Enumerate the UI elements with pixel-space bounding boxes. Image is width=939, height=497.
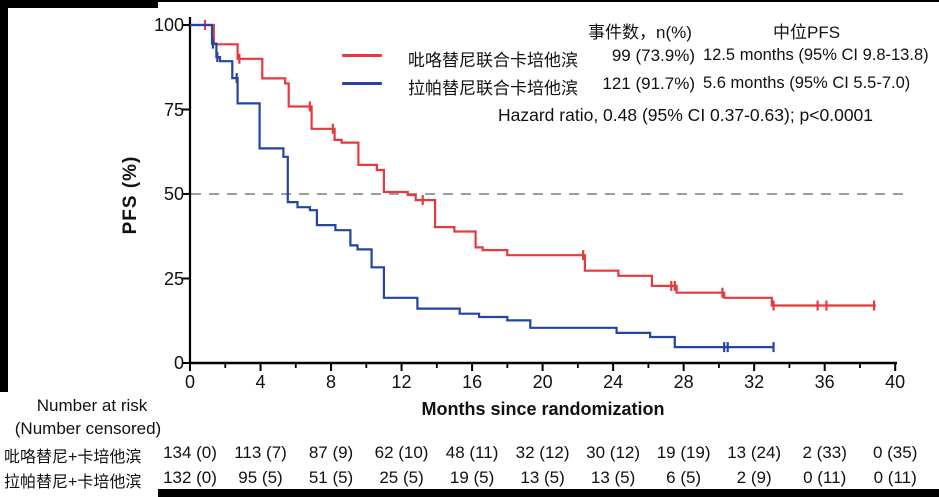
- y-tick-label: 0: [173, 353, 184, 373]
- risk-value: 62 (10): [374, 443, 429, 462]
- y-tick-label: 75: [163, 99, 184, 120]
- risk-value: 13 (5): [590, 468, 636, 487]
- x-tick-label: 0: [184, 372, 195, 392]
- km-curve-lapatinib: [190, 23, 774, 349]
- x-tick-label: 16: [462, 372, 483, 392]
- risk-value: 2 (9): [736, 468, 772, 487]
- risk-value: 2 (33): [802, 443, 847, 462]
- risk-value: 32 (12): [515, 443, 570, 462]
- risk-value: 0 (11): [873, 468, 917, 487]
- x-tick-label: 20: [532, 372, 553, 392]
- x-tick-label: 12: [391, 372, 412, 392]
- risk-value: 0 (35): [872, 443, 918, 462]
- x-tick-label: 24: [603, 372, 624, 392]
- risk-table-header: Number at risk: [36, 396, 148, 415]
- risk-table-subheader: (Number censored): [14, 419, 162, 438]
- hazard-ratio-note: Hazard ratio, 0.48 (95% CI 0.37-0.63); p…: [498, 105, 874, 125]
- legend-label-lapatinib: 拉帕替尼联合卡培他滨: [408, 79, 578, 98]
- risk-row-label-lapatinib: 拉帕替尼+卡培他滨: [4, 474, 142, 491]
- x-tick-label: 36: [814, 372, 835, 392]
- legend-line-pyrotinib-icon: [342, 54, 382, 57]
- legend-events-pyrotinib: 99 (73.9%): [611, 46, 695, 65]
- x-tick-label: 28: [673, 372, 694, 392]
- legend-line-lapatinib-icon: [342, 82, 382, 85]
- y-axis-title: PFS (%): [120, 155, 141, 235]
- risk-value: 13 (5): [520, 468, 565, 487]
- legend-label-pyrotinib: 吡咯替尼联合卡培他滨: [408, 51, 578, 70]
- legend-header-median: 中位PFS: [773, 23, 841, 42]
- legend-median-lapatinib: 5.6 months (95% CI 5.5-7.0): [703, 74, 911, 92]
- risk-value: 132 (0): [163, 468, 217, 487]
- risk-value: 13 (24): [727, 443, 782, 462]
- legend-header-events: 事件数，n(%): [588, 23, 692, 42]
- legend-events-lapatinib: 121 (91.7%): [602, 74, 695, 93]
- y-tick-label: 50: [163, 184, 184, 204]
- frame-top-edge: [0, 0, 939, 2]
- risk-value: 19 (19): [656, 443, 711, 462]
- risk-value: 48 (11): [445, 443, 499, 462]
- risk-value: 113 (7): [234, 443, 287, 462]
- y-tick-label: 100: [153, 15, 184, 35]
- frame-top-left: [0, 0, 158, 8]
- frame-left-edge: [0, 0, 8, 392]
- x-tick-label: 4: [255, 372, 266, 392]
- x-tick-label: 32: [744, 372, 765, 392]
- y-tick-label: 25: [163, 268, 184, 289]
- risk-value: 87 (9): [308, 443, 354, 462]
- legend-median-pyrotinib: 12.5 months (95% CI 9.8-13.8): [703, 46, 929, 64]
- risk-value: 134 (0): [163, 443, 217, 462]
- risk-value: 25 (5): [379, 468, 424, 487]
- risk-row-label-pyrotinib: 吡咯替尼+卡培他滨: [4, 449, 142, 466]
- km-curve-pyrotinib: [190, 23, 876, 307]
- x-tick-label: 8: [326, 372, 337, 392]
- risk-value: 30 (12): [586, 443, 641, 462]
- risk-value: 95 (5): [238, 468, 283, 487]
- frame-bottom-edge: [158, 489, 939, 497]
- x-axis-title: Months since randomization: [421, 399, 665, 419]
- risk-value: 0 (11): [803, 468, 847, 487]
- x-tick-label: 40: [885, 372, 906, 392]
- risk-value: 51 (5): [308, 468, 354, 487]
- risk-value: 19 (5): [449, 468, 495, 487]
- risk-value: 6 (5): [666, 468, 702, 487]
